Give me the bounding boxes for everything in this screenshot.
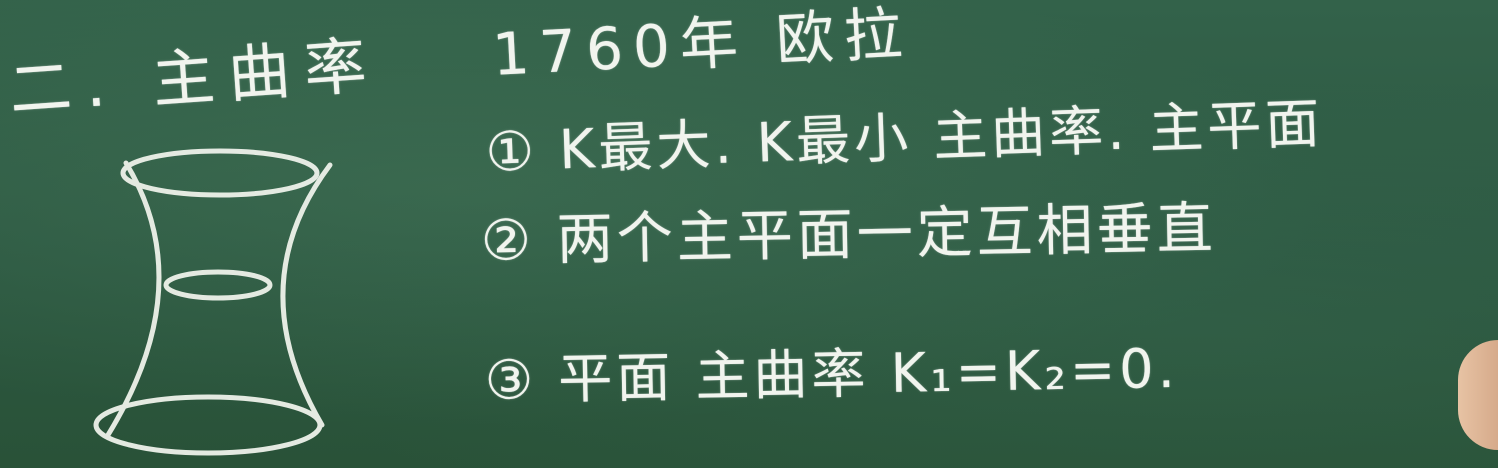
point-1: ① K最大. K最小 主曲率. 主平面 xyxy=(484,91,1325,184)
left-profile xyxy=(105,160,162,438)
hyperboloid-sketch-icon xyxy=(93,148,333,456)
bottom-rim xyxy=(93,394,323,456)
point-3: ③ 平面 主曲率 K₁=K₂=0. xyxy=(484,336,1180,412)
history-note: 1760年 欧拉 xyxy=(490,0,914,89)
section-title: 二. 主曲率 xyxy=(6,28,383,127)
partial-top-line: — — — xyxy=(130,0,295,16)
waist-ring xyxy=(163,269,273,301)
top-rim xyxy=(120,148,320,198)
presenter-hand xyxy=(1458,340,1498,450)
right-profile xyxy=(280,162,333,428)
point-2: ② 两个主平面一定互相垂直 xyxy=(480,196,1218,274)
